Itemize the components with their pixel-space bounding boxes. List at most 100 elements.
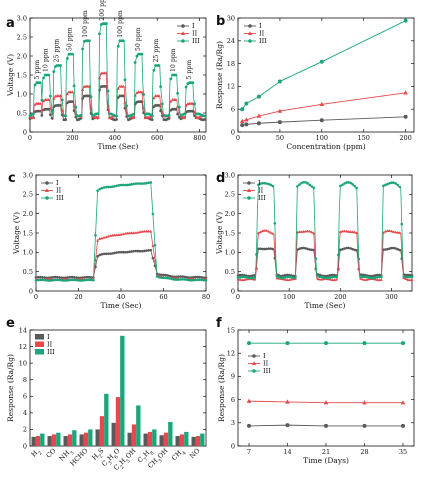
data-point: [285, 273, 289, 277]
data-point: [375, 275, 379, 279]
x-tick-label: 7: [247, 448, 251, 456]
data-point: [34, 279, 38, 282]
y-tick-label: 24: [227, 37, 235, 45]
data-point: [306, 182, 309, 185]
data-point: [285, 423, 290, 428]
y-tick-label: 12: [19, 343, 27, 351]
data-point: [396, 183, 399, 187]
data-point: [134, 249, 138, 253]
data-point: [119, 250, 123, 254]
data-point: [247, 423, 251, 428]
category-label-part: C: [136, 455, 145, 464]
data-point: [392, 181, 395, 184]
data-point: [362, 423, 367, 428]
data-point: [142, 92, 146, 96]
category-label-part: H: [142, 449, 152, 459]
data-point: [386, 182, 389, 186]
bar-iii: [152, 429, 157, 446]
data-point: [31, 116, 36, 120]
data-point: [369, 276, 373, 280]
data-point: [365, 275, 369, 279]
data-point: [147, 229, 151, 233]
data-point: [153, 243, 157, 247]
category-label: CH4: [170, 447, 187, 464]
legend-entry: III: [259, 37, 267, 45]
panel-f-axes: 0 3 6 9 12 15 7 14 21 28 35 Time (Days) Response (Ra…: [216, 316, 415, 465]
data-point: [404, 273, 408, 277]
data-point: [113, 233, 117, 237]
category-label-part: H: [106, 452, 116, 462]
data-point: [128, 250, 131, 254]
data-point: [306, 229, 310, 233]
data-point: [60, 278, 63, 282]
panel-a-series: [28, 22, 207, 122]
data-point: [267, 229, 271, 233]
data-point: [150, 114, 154, 118]
data-point: [135, 54, 139, 58]
data-point: [248, 274, 252, 278]
panel-letter-f: f: [216, 316, 222, 331]
data-point: [287, 273, 291, 277]
data-point: [408, 273, 412, 277]
data-point: [343, 182, 346, 185]
data-point: [287, 275, 291, 279]
data-point: [152, 68, 156, 72]
data-point: [115, 114, 118, 118]
data-point: [131, 116, 136, 119]
y-tick-label: 9: [231, 373, 235, 381]
data-point: [345, 181, 348, 184]
legend-marker: [45, 181, 49, 185]
data-point: [117, 184, 121, 187]
data-point: [247, 341, 251, 346]
bar-i: [79, 434, 84, 446]
x-tick-label: 60: [159, 293, 167, 301]
data-point: [361, 277, 365, 281]
y-tick-label: 3.0: [17, 14, 27, 22]
category-label-part: O: [112, 447, 121, 456]
data-point: [60, 98, 64, 102]
legend-marker: [248, 24, 252, 28]
data-point: [75, 276, 78, 279]
data-point: [408, 278, 412, 282]
data-point: [200, 278, 204, 282]
data-point: [334, 275, 338, 279]
data-point: [359, 275, 363, 279]
legend-marker: [45, 196, 49, 200]
data-point: [379, 275, 383, 279]
y-axis-label: Response (Ra/Rg): [6, 354, 15, 422]
category-label-part: C: [112, 463, 121, 472]
data-point: [238, 278, 242, 281]
data-point: [377, 278, 381, 282]
bar-ii: [99, 416, 105, 446]
data-point: [319, 118, 324, 123]
panel-b-axes: 0 6 12 18 24 30 0 50 100 150 200 Concentration (ppm…: [215, 14, 415, 151]
data-point: [332, 275, 336, 279]
data-point: [136, 230, 140, 234]
x-tick-label: 0: [236, 293, 240, 301]
data-point: [371, 274, 375, 278]
data-point: [246, 398, 252, 403]
data-point: [34, 276, 38, 279]
x-tick-label: 600: [151, 134, 163, 142]
data-point: [318, 275, 322, 279]
data-point: [277, 108, 283, 113]
y-tick-label: 0: [23, 128, 27, 136]
data-point: [285, 399, 290, 404]
data-point: [392, 230, 396, 233]
x-axis-label: Concentration (ppm): [286, 142, 365, 151]
category-label-part: 8: [149, 450, 155, 456]
y-tick-label: 2.5: [23, 191, 33, 199]
data-point: [263, 228, 267, 232]
category-label-part: 4: [181, 450, 187, 456]
data-point: [102, 252, 106, 256]
data-point: [117, 233, 121, 237]
concentration-label: 50 ppm: [135, 27, 142, 51]
data-point: [401, 423, 405, 428]
data-point: [130, 250, 133, 253]
data-point: [341, 183, 344, 187]
legend-entry: III: [263, 367, 271, 375]
data-point: [263, 247, 266, 251]
data-point: [312, 186, 316, 190]
data-point: [145, 249, 148, 252]
bar-i: [47, 436, 52, 446]
